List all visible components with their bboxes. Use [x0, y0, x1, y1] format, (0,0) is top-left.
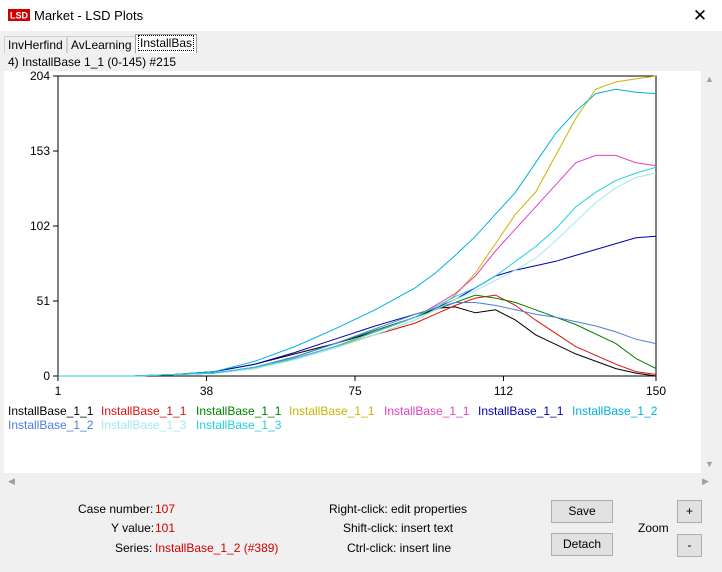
scroll-down-icon[interactable]: ▼	[705, 459, 714, 469]
legend-entry: InstallBase_1_3	[101, 418, 187, 432]
plot-title: 4) InstallBase 1_1 (0-145) #215	[8, 55, 177, 69]
series-line-5	[58, 154, 657, 377]
legend-entry: InstallBase_1_1	[289, 404, 375, 418]
legend-entry: InstallBase_1_1	[101, 404, 187, 418]
app-icon: LSD	[8, 9, 30, 21]
case-number-value: 107	[155, 502, 176, 516]
zoom-in-button[interactable]: +	[677, 500, 702, 523]
hint-ctrl-click: Ctrl-click: insert line	[347, 541, 452, 555]
hint-shift-click: Shift-click: insert text	[343, 521, 454, 535]
x-tick-label: 38	[200, 384, 214, 398]
y-tick-label: 204	[30, 71, 50, 83]
tab-invherfind[interactable]: InvHerfind	[4, 36, 67, 53]
x-tick-label: 1	[55, 384, 62, 398]
x-tick-label: 75	[348, 384, 362, 398]
legend-entry: InstallBase_1_3	[196, 418, 282, 432]
horizontal-scrollbar[interactable]: ◀ ▶	[4, 473, 717, 491]
scroll-right-icon[interactable]: ▶	[702, 476, 709, 486]
close-button[interactable]: ✕	[692, 5, 708, 25]
x-tick-label: 112	[494, 384, 513, 398]
series-line-8	[58, 302, 657, 377]
case-number-label: Case number:	[78, 502, 154, 516]
series-line-7	[58, 88, 657, 377]
series-line-1	[58, 306, 657, 377]
zoom-out-button[interactable]: -	[677, 534, 702, 557]
hint-right-click: Right-click: edit properties	[329, 502, 468, 516]
series-label: Series:	[115, 541, 153, 555]
detach-button[interactable]: Detach	[551, 533, 613, 556]
y-tick-label: 0	[43, 369, 50, 383]
legend-entry: InstallBase_1_1	[478, 404, 564, 418]
legend-entry: InstallBase_1_2	[8, 418, 94, 432]
y-tick-label: 51	[37, 294, 51, 308]
save-button[interactable]: Save	[551, 500, 613, 523]
legend-entry: InstallBase_1_1	[384, 404, 470, 418]
tab-installbas[interactable]: InstallBas	[135, 34, 198, 53]
title-bar: LSD Market - LSD Plots ✕	[0, 0, 722, 31]
series-line-6	[58, 235, 657, 377]
scroll-up-icon[interactable]: ▲	[705, 74, 714, 84]
tab-avlearning[interactable]: AvLearning	[67, 36, 136, 53]
zoom-label: Zoom	[638, 521, 669, 535]
legend-entry: InstallBase_1_2	[572, 404, 658, 418]
legend-entry: InstallBase_1_1	[8, 404, 94, 418]
scroll-left-icon[interactable]: ◀	[8, 476, 15, 486]
y-value-label: Y value:	[111, 521, 155, 535]
vertical-scrollbar[interactable]: ▲ ▼	[701, 71, 717, 473]
x-tick-label: 150	[646, 384, 666, 398]
plot-canvas[interactable]: 0 51 102 153 204 1 38 75 112 150 InstallBase_1_1 In…	[4, 69, 701, 473]
y-value-value: 101	[155, 521, 176, 535]
svg-text:LSD: LSD	[10, 11, 29, 21]
window-title: Market - LSD Plots	[34, 8, 144, 23]
legend-entry: InstallBase_1_1	[196, 404, 282, 418]
series-line-10	[58, 166, 657, 377]
y-tick-label: 153	[30, 144, 50, 158]
series-value: InstallBase_1_2 (#389)	[155, 541, 279, 555]
y-tick-label: 102	[30, 219, 50, 233]
series-line-9	[58, 172, 657, 377]
